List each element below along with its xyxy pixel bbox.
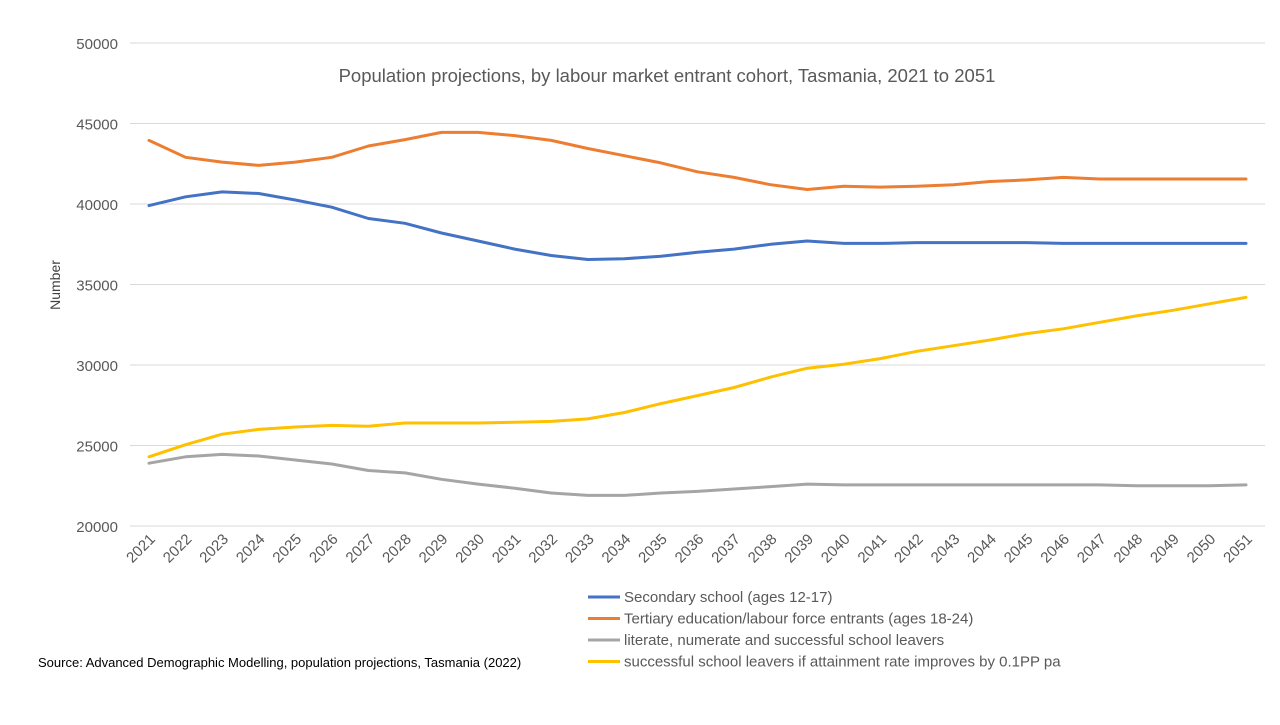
x-tick-label: 2023 [196, 531, 232, 567]
x-tick-label: 2043 [928, 531, 964, 567]
x-tick-label: 2037 [708, 531, 744, 567]
series-lines [147, 130, 1248, 497]
legend-label: successful school leavers if attainment … [624, 654, 1061, 671]
x-tick-label: 2044 [964, 531, 1000, 567]
x-tick-label: 2041 [855, 531, 891, 567]
y-tick-label: 40000 [76, 197, 118, 214]
x-tick-label: 2040 [818, 531, 854, 567]
x-tick-label: 2038 [745, 531, 781, 567]
x-tick-label: 2029 [416, 531, 452, 567]
y-tick-label: 20000 [76, 519, 118, 536]
x-tick-label: 2030 [452, 531, 488, 567]
x-tick-label: 2025 [269, 531, 305, 567]
x-tick-label: 2027 [343, 531, 379, 567]
x-tick-label: 2021 [123, 531, 159, 567]
x-tick-label: 2036 [672, 531, 708, 567]
x-tick-label: 2048 [1111, 531, 1147, 567]
x-tick-label: 2045 [1001, 531, 1037, 567]
chart-title: Population projections, by labour market… [339, 65, 996, 86]
x-tick-label: 2034 [599, 531, 635, 567]
x-tick-label: 2050 [1184, 531, 1220, 567]
legend: Secondary school (ages 12-17) Tertiary ed… [588, 589, 1061, 671]
x-tick-label: 2031 [489, 531, 525, 567]
y-tick-label: 25000 [76, 439, 118, 456]
legend-label: Secondary school (ages 12-17) [624, 589, 832, 606]
source-note: Source: Advanced Demographic Modelling, … [38, 655, 522, 670]
x-tick-label: 2039 [781, 531, 817, 567]
y-axis-title: Number [47, 260, 63, 310]
x-tick-label: 2047 [1074, 531, 1110, 567]
y-tick-label: 50000 [76, 36, 118, 53]
legend-label: Tertiary education/labour force entrants… [624, 611, 973, 628]
y-tick-label: 35000 [76, 278, 118, 295]
x-tick-labels: 2021 2022 2023 2024 2025 2026 2027 2028 2029 2030… [123, 531, 1256, 567]
x-tick-label: 2035 [635, 531, 671, 567]
y-tick-label: 45000 [76, 117, 118, 134]
x-tick-label: 2046 [1037, 531, 1073, 567]
x-tick-label: 2033 [562, 531, 598, 567]
x-tick-label: 2042 [891, 531, 927, 567]
series-line [147, 295, 1248, 459]
x-tick-label: 2026 [306, 531, 342, 567]
legend-label: literate, numerate and successful school… [624, 632, 944, 649]
x-tick-label: 2049 [1147, 531, 1183, 567]
series-line [147, 130, 1248, 191]
y-tick-labels: 20000 25000 30000 35000 40000 45000 50000 [76, 36, 118, 536]
gridlines [130, 42, 1265, 527]
x-tick-label: 2022 [160, 531, 196, 567]
x-tick-label: 2028 [379, 531, 415, 567]
x-tick-label: 2032 [525, 531, 561, 567]
x-tick-label: 2051 [1220, 531, 1256, 567]
series-line [147, 452, 1248, 497]
y-tick-label: 30000 [76, 358, 118, 375]
x-tick-label: 2024 [233, 531, 269, 567]
series-line [147, 190, 1248, 261]
